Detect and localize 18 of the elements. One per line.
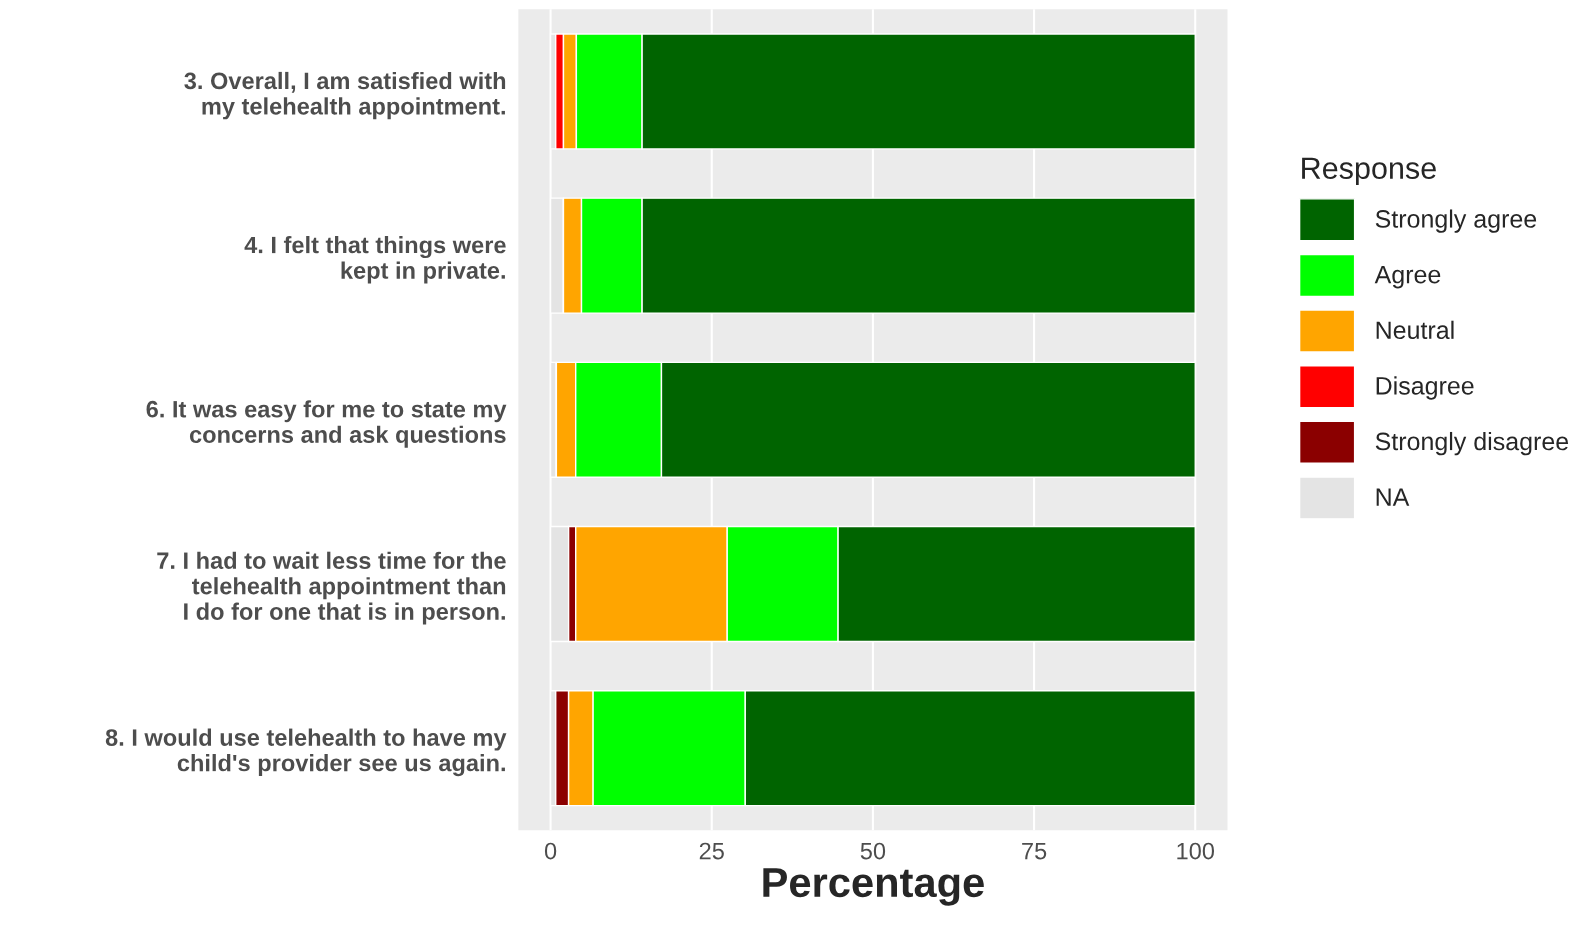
x-tick-label: 50 bbox=[860, 842, 886, 860]
y-tick-label: 7. I had to wait less time for the telehealth appointment than I do for one that is in person. bbox=[157, 551, 506, 625]
legend-label: NA bbox=[1376, 488, 1410, 506]
legend-label: Strongly disagree bbox=[1375, 431, 1569, 456]
y-tick-label: 3. Overall, I am satisfied with my telehealth appointment. bbox=[184, 71, 506, 120]
y-tick-label: 4. I felt that things were kept in private. bbox=[244, 236, 506, 284]
legend-label: Neutral bbox=[1376, 320, 1454, 340]
x-axis-title: Percentage bbox=[763, 868, 984, 906]
legend-label: Disagree bbox=[1376, 376, 1474, 400]
y-tick-label: 8. I would use telehealth to have my child's provider see us again. bbox=[105, 728, 507, 777]
x-tick-label: 100 bbox=[1177, 842, 1215, 860]
legend-label: Agree bbox=[1374, 266, 1441, 289]
x-tick-label: 75 bbox=[1022, 842, 1047, 860]
x-tick-label: 0 bbox=[544, 842, 557, 860]
x-tick-label: 25 bbox=[699, 842, 724, 860]
y-tick-label: 6. It was easy for me to state my concerns and ask questions bbox=[146, 400, 507, 448]
legend-label: Strongly agree bbox=[1375, 209, 1537, 233]
legend-title: Response bbox=[1302, 157, 1436, 186]
